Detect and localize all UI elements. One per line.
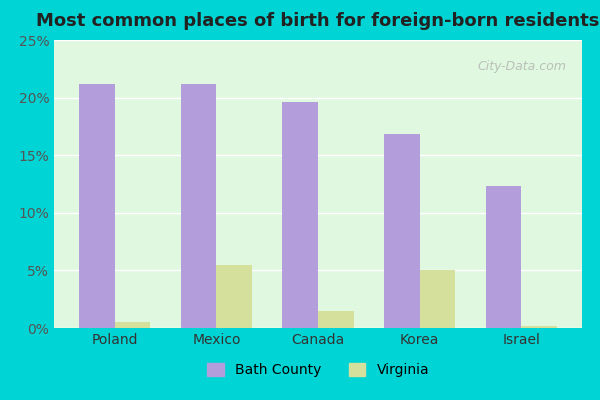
Title: Most common places of birth for foreign-born residents: Most common places of birth for foreign-… [37,12,599,30]
Bar [217,265,252,328]
Bar [318,311,353,328]
Bar [115,322,151,328]
Bar [283,102,318,328]
Bar [419,270,455,328]
Bar [521,326,557,328]
Legend: Bath County, Virginia: Bath County, Virginia [200,356,436,384]
Text: City-Data.com: City-Data.com [477,60,566,73]
Bar [181,84,217,328]
Bar [485,186,521,328]
Bar [384,134,419,328]
Bar [79,84,115,328]
